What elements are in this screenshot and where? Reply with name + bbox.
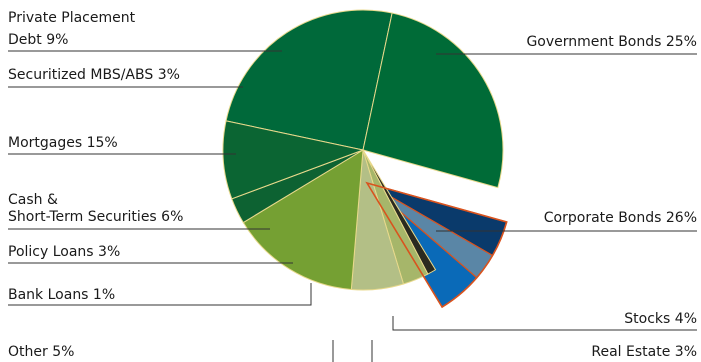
label-other: Other 5% <box>8 344 74 360</box>
leader-lines <box>8 50 697 362</box>
leader-line-stocks <box>392 316 697 331</box>
slice-mortgages <box>242 149 364 291</box>
label-securitized-mbs-abs: Securitized MBS/ABS 3% <box>8 67 180 83</box>
label-corporate-bonds: Corporate Bonds 26% <box>544 210 697 226</box>
label-mortgages: Mortgages 15% <box>8 135 118 151</box>
exploded-group-outline <box>365 181 508 309</box>
slice-private-placement-debt <box>222 120 365 200</box>
label-cash-short-term-securities-line-2: Short-Term Securities 6% <box>8 209 183 225</box>
label-cash-short-term-securities-line-1: Cash & <box>8 192 58 208</box>
label-policy-loans: Policy Loans 3% <box>8 244 120 260</box>
label-government-bonds: Government Bonds 25% <box>526 34 697 50</box>
slice-labels: Government Bonds 25% Corporate Bonds 26% S… <box>8 10 697 360</box>
slice-government-bonds <box>225 9 393 151</box>
label-private-placement-debt-line-2: Debt 9% <box>8 32 68 48</box>
label-stocks: Stocks 4% <box>624 311 697 327</box>
leader-line-bank-loans <box>8 283 312 306</box>
pie-slices <box>222 9 508 309</box>
label-bank-loans: Bank Loans 1% <box>8 287 115 303</box>
label-real-estate: Real Estate 3% <box>591 344 697 360</box>
slice-corporate-bonds <box>362 12 504 189</box>
label-private-placement-debt-line-1: Private Placement <box>8 10 136 26</box>
